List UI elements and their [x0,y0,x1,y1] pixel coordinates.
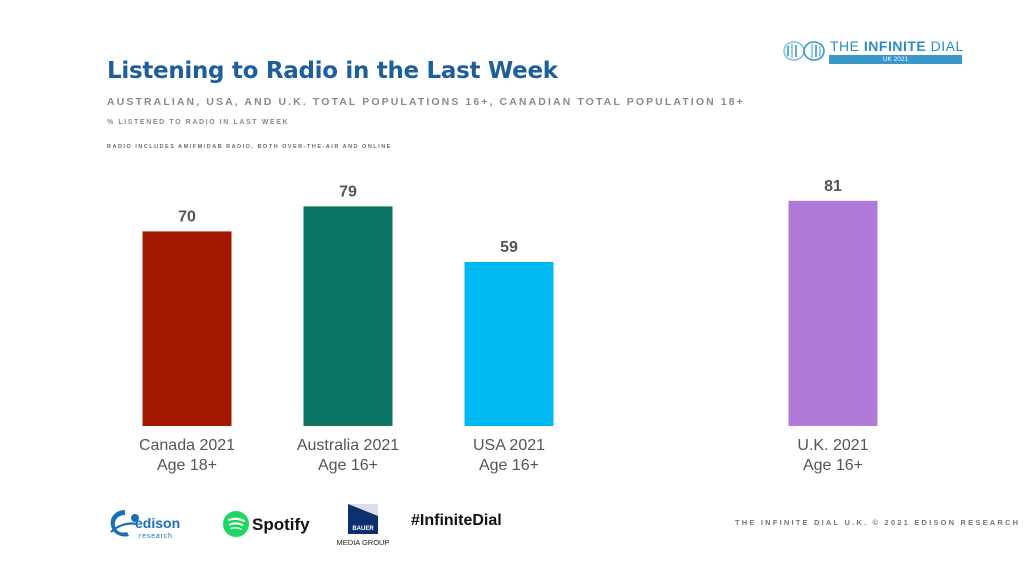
svg-text:MEDIA GROUP: MEDIA GROUP [337,538,390,547]
bar-1 [303,206,393,426]
category-label-1-line-0: Australia 2021 [297,437,399,454]
chart-subtitle: AUSTRALIAN, USA, AND U.K. TOTAL POPULATI… [107,96,745,108]
hashtag-text: #InfiniteDial [411,512,502,529]
category-label-0-line-1: Age 18+ [157,457,217,474]
brand-name: THE INFINITE DIAL [830,38,964,54]
bar-2 [464,261,554,426]
bar-value-label-3: 81 [824,178,842,195]
bar-0 [142,231,232,426]
copyright-text: THE INFINITE DIAL U.K. © 2021 EDISON RES… [735,518,1021,527]
bar-3 [788,200,878,426]
bar-value-label-2: 59 [500,239,518,256]
chart-note-measure: % LISTENED TO RADIO IN LAST WEEK [107,119,290,126]
bar-value-label-0: 70 [178,208,196,225]
spotify-logo-icon: Spotify [221,508,316,540]
svg-text:Spotify: Spotify [252,515,310,534]
category-label-2-line-1: Age 16+ [479,457,539,474]
category-label-3-line-0: U.K. 2021 [797,437,868,454]
bauer-logo-icon: BAUER MEDIA GROUP [334,502,394,548]
category-label-0-line-0: Canada 2021 [139,437,235,454]
category-label-2-line-0: USA 2021 [473,437,545,454]
infinity-icon [783,41,825,61]
bar-value-label-1: 79 [339,183,357,200]
brand-edition: UK 2021 [829,55,962,64]
category-label-3-line-1: Age 16+ [803,457,863,474]
chart-note-definition: RADIO INCLUDES AM/FM/DAB RADIO, BOTH OVE… [107,144,392,150]
svg-text:BAUER: BAUER [352,526,374,532]
svg-text:edison: edison [135,515,180,531]
infinite-dial-brand: THE INFINITE DIAL UK 2021 [782,38,967,66]
category-label-1-line-1: Age 16+ [318,457,378,474]
edison-logo-icon: edison research [107,506,187,542]
svg-text:research: research [139,533,173,540]
chart-title: Listening to Radio in the Last Week [107,58,558,84]
